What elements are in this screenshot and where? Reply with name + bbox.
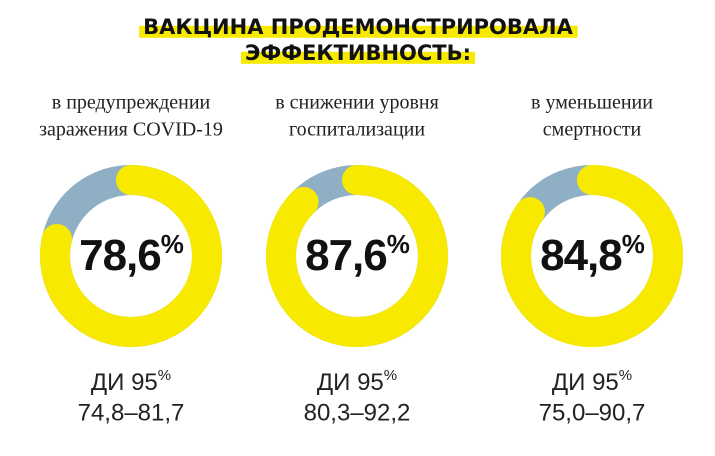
- chart-subtitle: в уменьшении: [531, 92, 653, 114]
- chart-subtitle: смертности: [543, 119, 642, 141]
- chart-subtitle: заражения COVID-19: [39, 119, 223, 141]
- title-line: ВАКЦИНА ПРОДЕМОНСТРИРОВАЛА: [143, 15, 573, 39]
- chart-subtitle: в предупреждении: [52, 92, 211, 114]
- value-label: 84,8%: [540, 229, 645, 280]
- donut-arc: [266, 165, 448, 347]
- header: ВАКЦИНА ПРОДЕМОНСТРИРОВАЛА ЭФФЕКТИВНОСТЬ…: [139, 15, 578, 65]
- ci-range: 74,8–81,7: [78, 399, 185, 426]
- title-highlight: [139, 25, 578, 38]
- chart-subtitle: госпитализации: [289, 119, 425, 141]
- ci-title: ДИ 95%: [552, 367, 632, 396]
- donut-arc: [40, 165, 222, 347]
- title-highlight: [240, 51, 476, 64]
- title-line: ЭФФЕКТИВНОСТЬ:: [245, 41, 471, 65]
- chart-subtitle: в снижении уровня: [275, 92, 439, 114]
- ci-title: ДИ 95%: [91, 367, 171, 396]
- value-label: 78,6%: [79, 229, 184, 280]
- donut-arc: [501, 165, 683, 347]
- ci-title: ДИ 95%: [317, 367, 397, 396]
- ci-range: 80,3–92,2: [304, 399, 411, 426]
- value-label: 87,6%: [305, 229, 410, 280]
- ci-range: 75,0–90,7: [539, 399, 646, 426]
